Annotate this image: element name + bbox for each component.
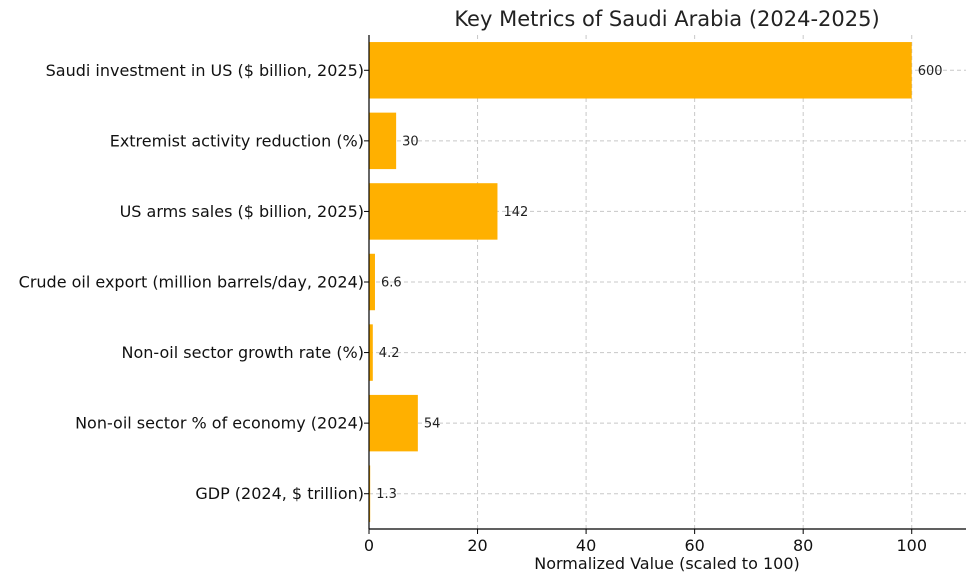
category-label-6: Saudi investment in US ($ billion, 2025) [46, 61, 364, 80]
chart-title: Key Metrics of Saudi Arabia (2024-2025) [454, 7, 879, 31]
data-label-0: 1.3 [376, 487, 397, 502]
x-tick-label-0: 0 [364, 536, 374, 555]
x-tick-label-40: 40 [576, 536, 596, 555]
bar-3 [369, 253, 375, 311]
category-label-0: GDP (2024, $ trillion) [195, 484, 364, 503]
bars [369, 42, 912, 522]
category-label-2: Non-oil sector growth rate (%) [122, 343, 364, 362]
x-tick-label-20: 20 [467, 536, 487, 555]
bar-5 [369, 112, 397, 170]
data-labels: 1.3 54 4.2 6.6 142 30 600 [376, 64, 942, 502]
grid-lines [368, 35, 966, 529]
category-label-3: Crude oil export (million barrels/day, 2… [19, 273, 364, 292]
bar-2 [369, 324, 373, 381]
category-label-1: Non-oil sector % of economy (2024) [75, 414, 364, 433]
axes: 0 20 40 60 80 100 [364, 35, 966, 555]
bar-4 [369, 183, 498, 240]
bar-1 [369, 394, 418, 452]
data-label-3: 6.6 [381, 276, 402, 291]
x-tick-label-80: 80 [793, 536, 813, 555]
x-tick-label-100: 100 [896, 536, 927, 555]
category-label-4: US arms sales ($ billion, 2025) [120, 202, 364, 221]
x-tick-label-60: 60 [684, 536, 704, 555]
data-label-1: 54 [424, 417, 441, 432]
data-label-6: 600 [918, 64, 943, 79]
data-label-4: 142 [503, 205, 528, 220]
category-labels: GDP (2024, $ trillion) Non-oil sector % o… [19, 61, 364, 503]
x-axis-label: Normalized Value (scaled to 100) [534, 554, 799, 573]
category-label-5: Extremist activity reduction (%) [110, 131, 364, 150]
data-label-5: 30 [402, 134, 419, 149]
bar-6 [369, 42, 912, 99]
data-label-2: 4.2 [379, 346, 400, 361]
